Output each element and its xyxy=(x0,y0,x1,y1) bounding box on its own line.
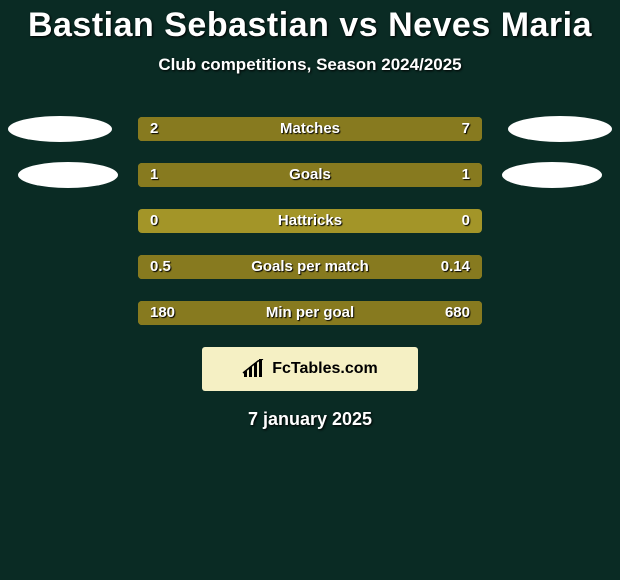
stat-row: 0.5 Goals per match 0.14 xyxy=(0,255,620,279)
stat-row: 1 Goals 1 xyxy=(0,163,620,187)
stat-rows: 2 Matches 7 1 Goals 1 0 Hattricks 0 0.5 … xyxy=(0,117,620,325)
stat-value-right: 7 xyxy=(462,117,470,141)
logo-text: FcTables.com xyxy=(272,360,378,378)
stat-value-right: 1 xyxy=(462,163,470,187)
stat-label: Matches xyxy=(138,117,482,141)
stat-value-right: 680 xyxy=(445,301,470,325)
player-right-avatar xyxy=(502,162,602,188)
comparison-infographic: Bastian Sebastian vs Neves Maria Club co… xyxy=(0,0,620,580)
stat-value-right: 0.14 xyxy=(441,255,470,279)
player-left-avatar xyxy=(8,116,112,142)
player-right-avatar xyxy=(508,116,612,142)
stat-label: Min per goal xyxy=(138,301,482,325)
chart-icon xyxy=(242,359,266,379)
stat-value-right: 0 xyxy=(462,209,470,233)
stat-row: 0 Hattricks 0 xyxy=(0,209,620,233)
generation-date: 7 january 2025 xyxy=(0,409,620,430)
stat-label: Hattricks xyxy=(138,209,482,233)
stat-label: Goals xyxy=(138,163,482,187)
stat-row: 180 Min per goal 680 xyxy=(0,301,620,325)
page-subtitle: Club competitions, Season 2024/2025 xyxy=(0,55,620,75)
player-left-avatar xyxy=(18,162,118,188)
page-title: Bastian Sebastian vs Neves Maria xyxy=(0,0,620,45)
stat-label: Goals per match xyxy=(138,255,482,279)
stat-row: 2 Matches 7 xyxy=(0,117,620,141)
fctables-logo: FcTables.com xyxy=(202,347,418,391)
